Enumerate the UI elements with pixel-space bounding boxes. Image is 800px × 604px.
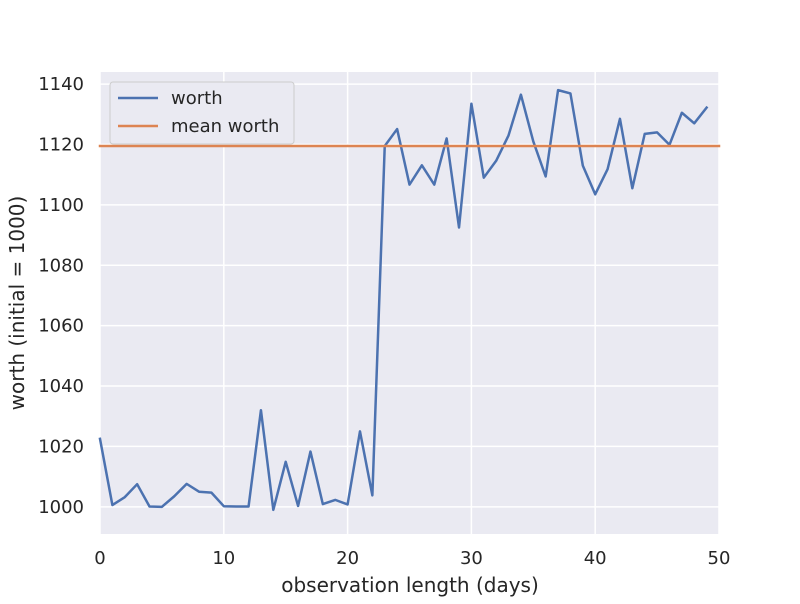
y-tick-label: 1000 [38,497,84,518]
y-tick-label: 1040 [38,376,84,397]
y-tick-labels: 1000 1020 1040 1060 1080 1100 1120 1140 [38,74,84,518]
y-tick-label: 1080 [38,255,84,276]
y-axis-label: worth (initial = 1000) [5,196,29,411]
y-tick-label: 1020 [38,436,84,457]
x-tick-label: 30 [460,548,483,569]
x-tick-label: 20 [336,548,359,569]
y-tick-label: 1100 [38,195,84,216]
series-line-worth [98,88,709,512]
y-tick-label: 1120 [38,134,84,155]
y-gridlines [100,83,719,508]
x-tick-label: 50 [708,548,731,569]
legend-label-worth: worth [171,88,223,109]
legend-label-mean-worth: mean worth [171,116,279,137]
x-tick-label: 0 [94,548,105,569]
x-tick-labels: 0 10 20 30 40 50 [94,548,730,569]
x-tick-label: 40 [584,548,607,569]
plot-area [100,72,719,534]
x-tick-label: 10 [212,548,235,569]
x-gridlines [99,72,720,534]
legend: worth mean worth [109,81,295,145]
y-tick-label: 1060 [38,316,84,337]
x-axis-label: observation length (days) [281,573,539,597]
y-tick-label: 1140 [38,74,84,95]
series-layer [98,88,721,512]
